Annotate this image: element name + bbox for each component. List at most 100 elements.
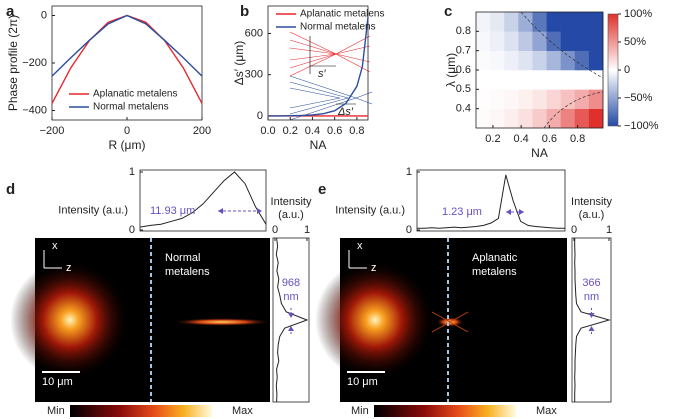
heat-cell (574, 50, 590, 71)
heat-cell (476, 108, 491, 129)
image-d (10, 238, 272, 402)
heat-cell (504, 31, 519, 51)
image-e (315, 238, 567, 402)
heat-cell (490, 70, 505, 90)
tick-label: 1 (304, 224, 310, 236)
plot-frame (416, 169, 566, 232)
y-axis-label: λ (μm) (444, 53, 458, 87)
series-line (51, 14, 203, 77)
tick-label: 0 (571, 224, 577, 236)
x-tick-label: 0.0 (260, 125, 275, 137)
axis-label: Intensity (a.u.) (58, 204, 128, 216)
heat-cell (574, 70, 590, 90)
panel-label: c (444, 3, 452, 20)
heat-cell (546, 70, 561, 90)
heat-cell (518, 70, 533, 90)
axis-label: Intensity (571, 196, 612, 208)
image-colorbar (70, 405, 212, 417)
y-tick-label: 600 (245, 27, 263, 39)
x-tick-label: −200 (40, 125, 65, 137)
annotation: nm (584, 291, 599, 303)
tick-label: 0 (272, 224, 278, 236)
heat-cell (588, 12, 604, 32)
image-caption: metalens (165, 266, 210, 278)
tick-label: 0 (406, 224, 412, 236)
heat-cell (560, 50, 576, 71)
colorbar-tick-label: 50% (624, 36, 646, 48)
axis-label: Intensity (271, 196, 312, 208)
panel-label: d (6, 181, 15, 198)
heat-cell (518, 12, 533, 32)
legend-label: Normal metalens (93, 102, 169, 113)
legend-label: Aplanatic metalens (300, 9, 385, 20)
heat-cell (574, 31, 590, 51)
colorbar-tick-label: 100% (624, 8, 652, 20)
axis-label: (a.u.) (579, 209, 605, 221)
legend-label: Aplanatic metalens (93, 89, 178, 100)
axis-glyph: x (52, 240, 58, 252)
legend-label: Normal metalens (300, 22, 376, 33)
plot-frame (272, 237, 310, 403)
x-tick-label: 200 (193, 125, 211, 137)
ray-inset (289, 31, 373, 121)
image-caption: metalens (472, 266, 517, 278)
heat-cell (476, 50, 491, 71)
heat-cell (504, 108, 519, 129)
x-tick-label: 0.6 (327, 125, 342, 137)
y-tick-label: 0.7 (456, 45, 471, 57)
axis-glyph: z (371, 262, 377, 274)
tick-label: 0 (129, 224, 135, 236)
scale-label: 10 μm (42, 376, 73, 388)
heat-cell (490, 12, 505, 32)
colorbar-tick-label: 0 (624, 64, 630, 76)
x-tick-label: 0.2 (283, 125, 298, 137)
image-caption: Normal (165, 252, 200, 264)
x-axis-label: R (μm) (109, 138, 146, 152)
colorbar (607, 13, 619, 127)
heat-cell (532, 70, 547, 90)
colorbar-label: Min (351, 405, 369, 417)
heat-cell (504, 50, 519, 71)
heat-cell (518, 89, 533, 109)
axis-glyph: x (357, 240, 363, 252)
y-tick-label: 300 (245, 69, 263, 81)
plot-frame (267, 5, 369, 121)
y-tick-label: 0.6 (456, 64, 471, 76)
arrowhead (588, 313, 595, 331)
heat-cell (546, 50, 561, 71)
panel-label: b (240, 3, 249, 20)
heat-cell (476, 31, 491, 51)
y-tick-label: −400 (22, 104, 47, 116)
x-tick-label: 0 (124, 125, 130, 137)
axis-label: (a.u.) (278, 209, 304, 221)
y-tick-label: 0.5 (456, 83, 471, 95)
x-tick-label: 0.8 (570, 133, 585, 145)
colorbar-tick-label: −100% (624, 120, 659, 132)
heat-cell (532, 31, 547, 51)
colorbar-label: Max (536, 405, 557, 417)
y-tick-label: 0.8 (456, 25, 471, 37)
tick-label: 1 (129, 166, 135, 178)
x-tick-label: 0.4 (305, 125, 320, 137)
inset-label: Δs′ (337, 106, 354, 118)
x-axis-label: NA (310, 138, 327, 152)
annotation: 968 (282, 277, 300, 289)
y-axis-label: Phase profile (2π) (6, 15, 20, 111)
scale-label: 10 μm (347, 376, 378, 388)
heat-cell (490, 89, 505, 109)
heat-cell (588, 70, 604, 90)
profile-line (275, 237, 309, 403)
heat-cell (546, 31, 561, 51)
y-tick-label: 0.4 (456, 103, 471, 115)
plot-frame (139, 169, 267, 232)
tick-label: 1 (606, 224, 612, 236)
heat-cell (532, 108, 547, 129)
panel-label: a (6, 3, 15, 20)
heat-cell (574, 12, 590, 32)
heat-cell (560, 31, 576, 51)
heat-cell (532, 12, 547, 32)
heat-cell (518, 108, 533, 129)
image-caption: Aplanatic (472, 252, 518, 264)
heat-cell (518, 31, 533, 51)
